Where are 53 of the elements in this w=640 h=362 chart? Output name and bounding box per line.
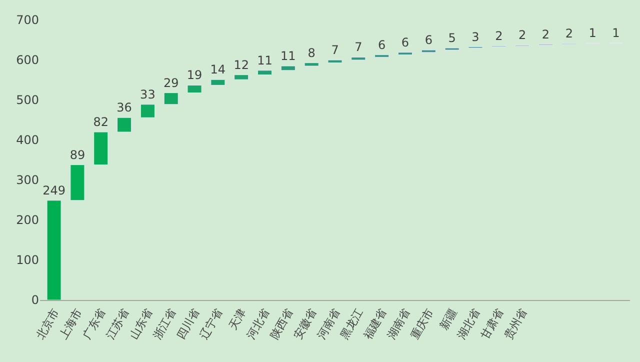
data-label: 6 — [378, 38, 386, 52]
y-tick-label: 700 — [16, 13, 39, 28]
bar — [46, 200, 62, 300]
bar — [374, 54, 390, 58]
data-label: 33 — [140, 87, 156, 102]
bar — [187, 84, 202, 94]
x-tick-label: 天津 — [226, 306, 249, 332]
y-tick-label: 0 — [31, 293, 39, 308]
bar — [140, 104, 155, 118]
bar — [70, 164, 85, 201]
data-label: 19 — [186, 68, 202, 82]
data-label: 2 — [495, 29, 503, 43]
bar — [164, 92, 178, 105]
y-tick-label: 500 — [16, 93, 39, 108]
bar — [234, 74, 249, 80]
y-tick-label: 100 — [16, 253, 39, 268]
data-label: 89 — [70, 148, 86, 162]
data-label: 2 — [518, 28, 526, 42]
data-label: 36 — [116, 100, 132, 115]
bar — [304, 62, 319, 66]
data-label: 3 — [472, 30, 480, 44]
data-label: 6 — [401, 35, 410, 50]
bar — [421, 50, 436, 53]
y-tick-label: 600 — [16, 53, 39, 68]
bar — [257, 70, 272, 76]
data-label: 82 — [93, 115, 109, 129]
x-tick-label: 新疆 — [437, 306, 460, 332]
bar — [398, 52, 413, 56]
data-label: 29 — [163, 76, 179, 90]
data-label: 12 — [234, 58, 249, 72]
data-label: 5 — [448, 31, 456, 45]
data-label: 6 — [424, 33, 432, 47]
data-label: 11 — [257, 53, 272, 68]
data-label: 1 — [612, 26, 620, 40]
data-label: 2 — [542, 27, 550, 42]
bar — [280, 66, 296, 71]
bar — [328, 60, 342, 64]
data-label: 249 — [42, 183, 66, 198]
data-label: 11 — [280, 49, 296, 63]
y-tick-label: 200 — [16, 213, 39, 228]
data-label: 8 — [308, 46, 316, 60]
bar — [94, 132, 108, 166]
y-tick-label: 300 — [16, 173, 39, 188]
data-label: 1 — [588, 26, 596, 40]
data-label: 7 — [331, 43, 339, 57]
bar — [351, 56, 366, 60]
data-label: 14 — [210, 62, 226, 77]
bar — [117, 117, 132, 132]
bar — [444, 48, 460, 50]
data-label: 2 — [565, 26, 573, 41]
data-label: 7 — [354, 40, 362, 54]
bar — [210, 79, 226, 86]
y-tick-label: 400 — [16, 133, 39, 148]
